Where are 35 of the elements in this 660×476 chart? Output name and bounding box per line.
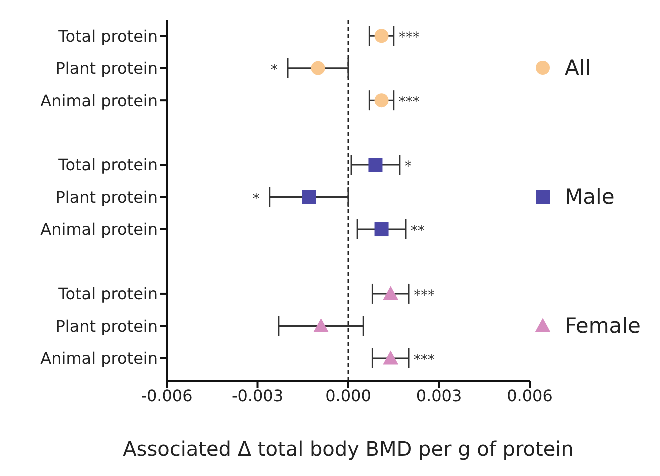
data-label: *** — [398, 94, 420, 111]
x-tick-label: 0.000 — [326, 386, 372, 406]
y-tick-label: Animal protein — [40, 220, 158, 240]
y-tick-label: Total protein — [58, 284, 158, 304]
data-label: * — [252, 191, 260, 208]
data-label: ** — [410, 224, 425, 240]
y-tick-label: Plant protein — [56, 59, 158, 78]
x-axis-title: Associated Δ total body BMD per g of protein — [123, 437, 574, 461]
y-tick-label: Animal protein — [40, 91, 158, 110]
legend-label: Male — [565, 185, 615, 210]
y-tick-label: Animal protein — [40, 349, 158, 368]
data-label: * — [271, 62, 278, 78]
point — [314, 318, 329, 333]
point — [311, 61, 326, 76]
data-label: *** — [414, 288, 435, 304]
legend-label: All — [565, 56, 592, 80]
legend-label: Female — [565, 314, 641, 338]
point — [383, 286, 399, 300]
point — [368, 158, 383, 172]
point — [374, 94, 389, 108]
data-label: *** — [414, 352, 435, 368]
y-tick-label: Total protein — [58, 26, 158, 46]
y-tick-label: Plant protein — [56, 316, 158, 336]
data-label: *** — [398, 30, 420, 46]
x-tick-label: -0.006 — [141, 386, 193, 406]
point — [302, 190, 316, 204]
point — [383, 350, 399, 365]
y-tick-label: Total protein — [58, 156, 158, 175]
x-tick-label: -0.003 — [232, 386, 284, 406]
point — [374, 29, 389, 44]
x-tick-label: 0.006 — [507, 386, 553, 406]
data-label: * — [404, 159, 412, 176]
x-tick-label: 0.003 — [416, 386, 462, 406]
y-tick-label: Plant protein — [56, 188, 158, 207]
point — [374, 222, 389, 237]
